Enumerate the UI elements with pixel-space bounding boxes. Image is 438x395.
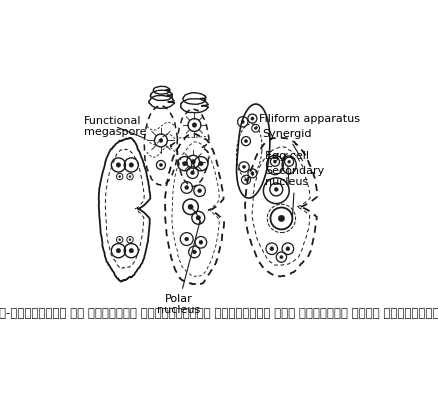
Circle shape — [118, 176, 120, 177]
Circle shape — [197, 189, 201, 193]
Circle shape — [129, 248, 133, 253]
Circle shape — [190, 171, 194, 175]
Text: Filiform apparatus: Filiform apparatus — [255, 114, 359, 124]
Circle shape — [273, 160, 276, 163]
Circle shape — [240, 120, 244, 123]
Circle shape — [198, 162, 203, 166]
Text: Functional
megaspore: Functional megaspore — [83, 115, 146, 138]
Circle shape — [274, 188, 278, 192]
Circle shape — [244, 179, 247, 181]
Circle shape — [182, 162, 187, 166]
Circle shape — [192, 123, 196, 127]
Circle shape — [129, 163, 133, 167]
Circle shape — [118, 239, 120, 241]
Circle shape — [187, 204, 193, 209]
Circle shape — [287, 160, 290, 163]
Circle shape — [250, 172, 254, 175]
Text: Secondary
nucleus: Secondary nucleus — [265, 166, 324, 216]
Text: Polar
nucleus: Polar nucleus — [156, 220, 200, 316]
Text: चित्र-भ्रूणकोष की विभिन्न केन्द्रकीय अवस्थाएँ तथा परिपक्व मादा युग्मकोद्भिद: चित्र-भ्रूणकोष की विभिन्न केन्द्रकीय अवस… — [0, 307, 438, 320]
Circle shape — [278, 215, 284, 222]
Circle shape — [129, 176, 131, 177]
Text: Synergid: Synergid — [261, 129, 311, 161]
Circle shape — [159, 139, 162, 143]
Circle shape — [279, 256, 283, 259]
Circle shape — [198, 240, 202, 244]
Circle shape — [196, 216, 200, 220]
Circle shape — [159, 164, 162, 167]
Circle shape — [184, 237, 188, 241]
Circle shape — [250, 117, 254, 120]
Circle shape — [285, 247, 289, 251]
Text: Egg cell: Egg cell — [265, 151, 309, 185]
Circle shape — [244, 139, 247, 143]
Circle shape — [269, 247, 273, 251]
Circle shape — [254, 127, 256, 130]
Circle shape — [184, 186, 188, 190]
Circle shape — [191, 160, 195, 164]
Circle shape — [129, 239, 131, 241]
Circle shape — [116, 248, 120, 253]
Circle shape — [242, 165, 245, 169]
Circle shape — [116, 163, 120, 167]
Circle shape — [192, 250, 196, 254]
